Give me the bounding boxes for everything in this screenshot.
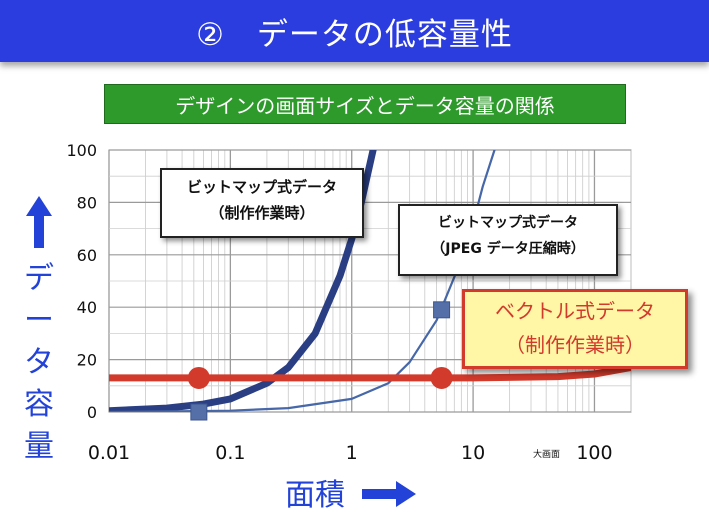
y-caption-char: 量: [24, 429, 54, 464]
y-caption-char: デ: [24, 261, 54, 296]
annotation-line: （JPEG データ圧縮時）: [431, 241, 585, 257]
square-marker: [433, 301, 451, 319]
y-axis-caption: デ ー タ 容 量: [18, 258, 60, 468]
y-tick-label: 40: [77, 298, 97, 317]
y-tick-label: 20: [77, 351, 97, 370]
page-title: ② データの低容量性: [196, 16, 513, 53]
x-tick-label: 10: [461, 442, 485, 464]
right-arrow-icon: [362, 489, 398, 499]
y-caption-char: タ: [24, 345, 54, 380]
circle-marker: [187, 366, 210, 389]
y-tick-label: 0: [87, 403, 97, 422]
x-tick-label: 100: [576, 442, 612, 464]
annotation-line: （制作作業時）: [209, 204, 315, 222]
annotation-vector-working: ベクトル式データ （制作作業時）: [462, 289, 688, 369]
annotation-line: （制作作業時）: [505, 333, 645, 357]
series-line: [109, 364, 631, 382]
subtitle-box: デザインの画面サイズとデータ容量の関係: [104, 84, 626, 124]
up-arrow-icon: [34, 214, 44, 248]
x-tick-label: 1: [346, 442, 358, 464]
y-tick-label: 80: [77, 193, 97, 212]
y-tick-label: 100: [66, 141, 97, 160]
circle-marker: [430, 366, 453, 389]
x-axis-caption: 面積: [285, 478, 345, 513]
annotation-line: ビットマップ式データ: [438, 215, 578, 231]
large-screen-label: 大画面: [533, 450, 561, 460]
square-marker: [190, 403, 208, 421]
y-caption-char: 容: [24, 387, 54, 422]
title-bar: ② データの低容量性: [0, 0, 709, 62]
x-tick-label: 0.1: [215, 442, 245, 464]
chart-subtitle: デザインの画面サイズとデータ容量の関係: [175, 93, 555, 118]
annotation-bitmap-working: ビットマップ式データ （制作作業時）: [160, 168, 364, 238]
right-arrow-head-icon: [396, 481, 416, 507]
annotation-line: ビットマップ式データ: [186, 178, 337, 196]
y-tick-label: 60: [77, 246, 97, 265]
x-tick-label: 0.01: [88, 442, 130, 464]
up-arrow-head-icon: [26, 196, 52, 216]
y-caption-char: ー: [24, 303, 54, 338]
annotation-line: ベクトル式データ: [495, 299, 655, 323]
annotation-bitmap-jpeg: ビットマップ式データ （JPEG データ圧縮時）: [398, 204, 618, 276]
